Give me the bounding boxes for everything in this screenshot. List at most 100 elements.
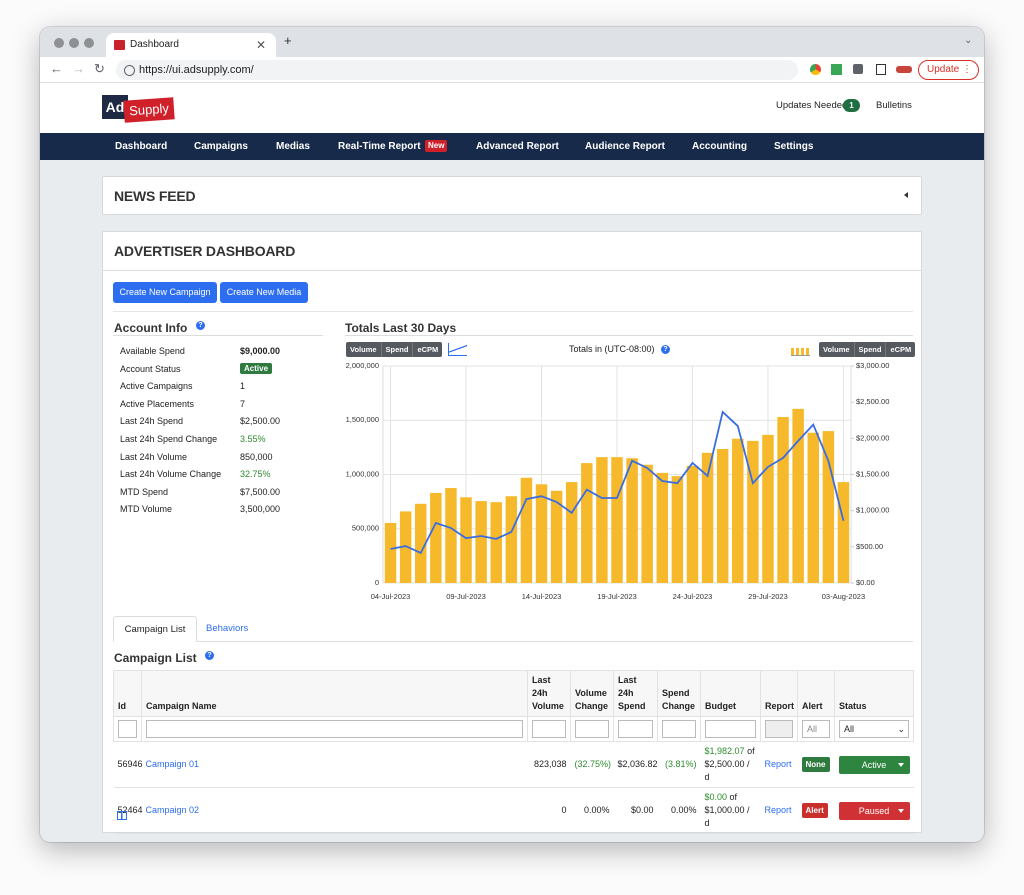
account-label: Available Spend bbox=[120, 346, 185, 356]
toggle-button[interactable]: Spend bbox=[380, 342, 413, 357]
nav-link[interactable]: Settings bbox=[774, 141, 814, 152]
extension-icon[interactable] bbox=[831, 64, 842, 75]
bar bbox=[641, 464, 653, 583]
column-header[interactable]: Last 24h Spend bbox=[613, 670, 658, 717]
nav-link[interactable]: Medias bbox=[276, 141, 310, 152]
favicon bbox=[114, 40, 125, 50]
nav-link[interactable]: Advanced Report bbox=[476, 141, 559, 152]
nav-link[interactable]: Dashboard bbox=[115, 141, 168, 152]
help-icon[interactable]: ? bbox=[205, 651, 214, 660]
filter-input bbox=[765, 720, 793, 738]
filter-input[interactable] bbox=[575, 720, 609, 738]
collapse-arrow[interactable] bbox=[901, 192, 908, 198]
column-header[interactable]: Id bbox=[113, 670, 142, 717]
y2-tick-label: $1,500.00 bbox=[856, 469, 889, 478]
extensions-button[interactable] bbox=[853, 64, 863, 74]
news-feed-panel[interactable]: NEWS FEED bbox=[102, 176, 922, 215]
filter-input[interactable] bbox=[532, 720, 566, 738]
window-zoom[interactable] bbox=[84, 38, 94, 48]
update-button[interactable]: Update ⋮ bbox=[918, 60, 979, 80]
bar bbox=[716, 449, 729, 583]
toggle-button[interactable]: Spend bbox=[853, 342, 886, 357]
column-header[interactable]: Budget bbox=[700, 670, 761, 717]
section-rule bbox=[113, 335, 323, 336]
filter-input[interactable] bbox=[705, 720, 756, 738]
bulletins-link[interactable]: Bulletins bbox=[876, 100, 912, 111]
browser-tab[interactable]: Dashboard ✕ bbox=[106, 33, 276, 57]
status-dropdown[interactable]: Paused bbox=[838, 801, 910, 820]
alert-filter[interactable]: All bbox=[802, 720, 830, 738]
line-chart-icon[interactable] bbox=[448, 343, 467, 356]
column-header[interactable]: Alert bbox=[797, 670, 835, 717]
bar bbox=[520, 477, 533, 583]
new-tab[interactable]: + bbox=[284, 33, 292, 48]
help-icon[interactable]: ? bbox=[196, 321, 205, 330]
report-link[interactable]: Report bbox=[764, 759, 792, 769]
window-minimize[interactable] bbox=[69, 38, 79, 48]
account-value: $7,500.00 bbox=[240, 486, 281, 497]
toggle-button[interactable]: Volume bbox=[823, 345, 850, 354]
back-button[interactable]: ← bbox=[50, 61, 63, 76]
chart: 0 500,000 1,000,000 1,500,000 2,000,000 $0.00… bbox=[346, 361, 890, 601]
filter-input[interactable] bbox=[118, 720, 137, 738]
bar-chart-icon[interactable] bbox=[791, 343, 810, 356]
bar bbox=[747, 440, 759, 583]
report-link[interactable]: Report bbox=[764, 805, 792, 815]
campaign-link[interactable]: Campaign 02 bbox=[145, 805, 200, 815]
status-cell: Paused bbox=[834, 787, 914, 834]
nav-link[interactable]: Real-Time Report bbox=[338, 141, 421, 152]
reload-button[interactable]: ↻ bbox=[94, 61, 105, 76]
table-body: 56946 Campaign 01 823,038 (32.75%) $2,036.82… bbox=[113, 741, 914, 834]
extension-icon[interactable] bbox=[810, 64, 821, 75]
updates-link[interactable]: Updates Needed bbox=[776, 100, 848, 111]
toggle-button[interactable]: Volume bbox=[350, 345, 377, 354]
status-filter[interactable]: All ⌄ bbox=[839, 720, 909, 738]
filter-input[interactable] bbox=[618, 720, 653, 738]
filter-input[interactable] bbox=[146, 720, 523, 738]
report-cell: Report bbox=[760, 787, 798, 834]
status-dropdown[interactable]: Active bbox=[838, 755, 910, 774]
bar bbox=[490, 502, 502, 583]
sidebar-button[interactable] bbox=[876, 64, 886, 75]
name-cell: Campaign 02 bbox=[141, 787, 528, 834]
logo[interactable]: Ad Supply bbox=[102, 95, 175, 123]
y-tick-label: 2,000,000 bbox=[346, 361, 379, 370]
nav-link[interactable]: Accounting bbox=[692, 141, 747, 152]
column-header[interactable]: Status bbox=[834, 670, 914, 717]
profile-icon[interactable] bbox=[896, 66, 912, 73]
campaign-row: 52464 Campaign 02 0 0.00% $0.00 0.00% $0.00 of… bbox=[113, 787, 914, 834]
toggle-button[interactable]: eCPM bbox=[885, 342, 915, 357]
toggle-button[interactable]: eCPM bbox=[412, 342, 442, 357]
column-header[interactable]: Campaign Name bbox=[141, 670, 528, 717]
account-label: MTD Volume bbox=[120, 504, 173, 515]
filter-input[interactable] bbox=[662, 720, 696, 738]
address-bar: ← → ↻ https://ui.adsupply.com/ Update ⋮ bbox=[40, 57, 984, 83]
bar bbox=[399, 511, 412, 583]
bar bbox=[656, 472, 669, 583]
campaign-link[interactable]: Campaign 01 bbox=[145, 759, 200, 769]
url-field[interactable]: https://ui.adsupply.com/ bbox=[116, 60, 798, 80]
y2-tick-label: $500.00 bbox=[856, 542, 883, 551]
column-header[interactable]: Spend Change bbox=[657, 670, 701, 717]
tab-close[interactable]: ✕ bbox=[255, 38, 266, 52]
column-header[interactable]: Last 24h Volume bbox=[527, 670, 571, 717]
forward-button[interactable]: → bbox=[72, 61, 85, 76]
name-cell: Campaign 01 bbox=[141, 741, 528, 788]
nav-link[interactable]: Campaigns bbox=[194, 141, 248, 152]
nav-link[interactable]: Audience Report bbox=[585, 141, 666, 152]
bar bbox=[611, 457, 623, 583]
bar bbox=[596, 457, 608, 583]
column-header[interactable]: Volume Change bbox=[570, 670, 614, 717]
create-campaign-button[interactable]: Create New Campaign bbox=[113, 282, 217, 303]
y2-tick-label: $1,000.00 bbox=[856, 506, 889, 515]
tab-campaign-list[interactable]: Campaign List bbox=[113, 616, 197, 642]
column-toggle[interactable] bbox=[117, 811, 127, 820]
column-header[interactable]: Report bbox=[760, 670, 798, 717]
bar bbox=[384, 522, 397, 583]
create-media-button[interactable]: Create New Media bbox=[220, 282, 308, 303]
bar bbox=[792, 408, 804, 583]
help-icon[interactable]: ? bbox=[661, 345, 670, 354]
tab-behaviors[interactable]: Behaviors bbox=[206, 623, 249, 634]
tab-menu[interactable]: ⌄ bbox=[964, 35, 973, 46]
window-close[interactable] bbox=[54, 38, 64, 48]
